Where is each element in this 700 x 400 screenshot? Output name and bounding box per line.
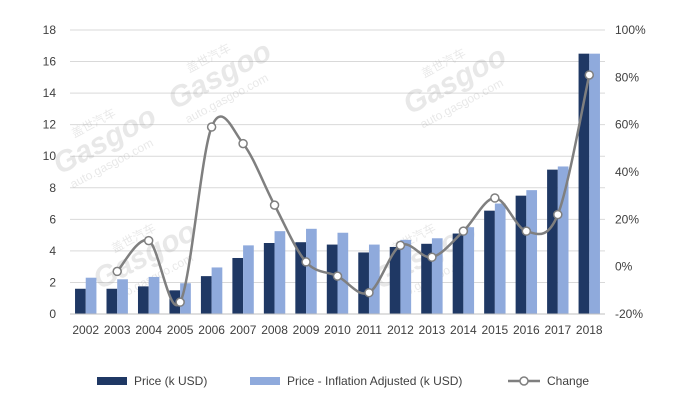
x-tick-label: 2018 (576, 323, 603, 337)
x-tick-label: 2013 (419, 323, 446, 337)
bar (263, 243, 275, 314)
bar (526, 190, 538, 314)
bar (515, 195, 527, 314)
line-point (332, 271, 343, 281)
y-left-tick-label: 8 (49, 181, 56, 195)
y-right-tick-label: 0% (615, 260, 633, 274)
bar (463, 227, 475, 314)
bar (557, 166, 569, 314)
legend-label-price: Price (k USD) (134, 374, 207, 388)
bar (106, 288, 118, 314)
bar (578, 53, 590, 315)
x-tick-label: 2015 (482, 323, 509, 337)
bar (358, 252, 369, 314)
legend-label-inflation-adjusted: Price - Inflation Adjusted (k USD) (287, 374, 462, 388)
bar (295, 242, 307, 314)
x-tick-label: 2002 (72, 323, 99, 337)
y-left-tick-label: 12 (43, 118, 57, 132)
x-tick-label: 2008 (261, 323, 288, 337)
x-tick-label: 2005 (167, 323, 194, 337)
y-right-tick-label: 100% (615, 23, 646, 37)
line-point (521, 226, 532, 236)
line-point (269, 200, 280, 210)
bar (117, 279, 128, 314)
line-point (458, 226, 469, 236)
bar (75, 288, 86, 314)
bar (389, 246, 401, 314)
bar (337, 232, 349, 314)
bar (169, 290, 181, 314)
line-point (175, 297, 185, 307)
bar (243, 245, 254, 314)
bar (232, 257, 244, 314)
line-point (238, 138, 248, 149)
y-left-tick-label: 0 (49, 307, 56, 321)
legend-swatch-price (97, 377, 127, 385)
line-point (112, 266, 122, 277)
bar (547, 169, 558, 314)
x-tick-label: 2006 (198, 323, 225, 337)
bar (306, 228, 317, 314)
y-left-tick-label: 6 (49, 212, 56, 226)
bar (326, 244, 338, 314)
legend-swatch-change-marker (519, 376, 529, 386)
x-tick-label: 2011 (356, 323, 382, 337)
line-point (427, 252, 437, 262)
bar (368, 244, 380, 314)
y-right-tick-label: 20% (615, 212, 639, 226)
line-point (301, 257, 311, 267)
bar (589, 53, 600, 315)
bar (484, 210, 495, 314)
legend-swatch-inflation-adjusted (250, 377, 280, 385)
y-left-tick-label: 18 (43, 23, 57, 37)
bar (180, 283, 191, 314)
y-left-tick-label: 14 (43, 86, 57, 100)
x-tick-label: 2017 (544, 323, 571, 337)
y-right-tick-label: 60% (615, 118, 639, 132)
y-left-tick-label: 16 (43, 55, 57, 69)
bar (85, 277, 97, 314)
y-right-tick-label: -20% (615, 307, 643, 321)
bar (137, 286, 149, 314)
line-point (364, 287, 374, 298)
line-point (395, 240, 406, 251)
line-point (206, 122, 217, 132)
x-tick-label: 2003 (104, 323, 131, 337)
x-tick-label: 2014 (450, 323, 477, 337)
y-right-tick-label: 40% (615, 165, 639, 179)
bar (452, 233, 464, 314)
y-left-tick-label: 4 (49, 244, 56, 258)
bar (148, 276, 160, 314)
x-tick-label: 2012 (387, 323, 414, 337)
bar (494, 203, 506, 314)
x-tick-label: 2010 (324, 323, 351, 337)
x-tick-label: 2004 (135, 323, 162, 337)
x-tick-label: 2007 (230, 323, 257, 337)
bar (200, 276, 212, 314)
legend-label-change: Change (547, 374, 589, 388)
bar (274, 231, 286, 314)
bar (211, 267, 223, 314)
bar (421, 243, 432, 314)
line-point (143, 235, 154, 246)
y-left-tick-label: 10 (43, 149, 57, 163)
line-point (490, 193, 500, 203)
bar (431, 238, 443, 314)
y-left-tick-label: 2 (49, 275, 56, 289)
line-point (584, 70, 595, 80)
y-right-tick-label: 80% (615, 70, 639, 84)
bar (400, 239, 412, 314)
line-point (553, 209, 563, 220)
x-tick-label: 2009 (293, 323, 320, 337)
x-tick-label: 2016 (513, 323, 540, 337)
